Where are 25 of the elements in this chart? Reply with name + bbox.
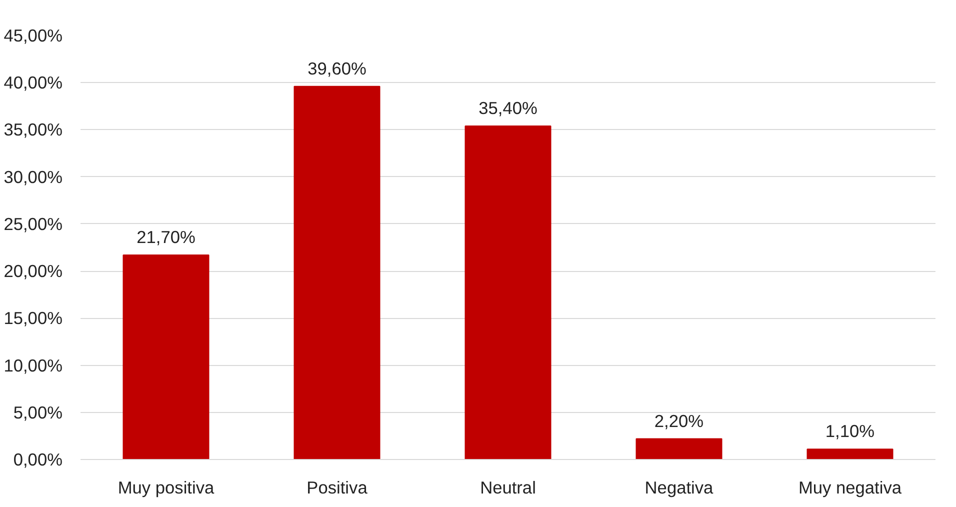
data-label: 21,70% <box>136 227 196 248</box>
data-label: 35,40% <box>478 98 538 118</box>
x-tick-label: Neutral <box>480 478 536 498</box>
bar <box>464 125 552 460</box>
bar <box>294 86 380 460</box>
y-tick-label: 0,00% <box>13 450 63 470</box>
bar <box>806 448 894 460</box>
x-tick-label: Negativa <box>644 478 714 498</box>
y-tick-label: 35,00% <box>4 120 63 140</box>
y-tick-label: 40,00% <box>4 72 63 93</box>
data-label: 2,20% <box>654 410 704 431</box>
x-tick-label: Muy negativa <box>798 478 902 498</box>
data-label: 39,60% <box>308 58 366 78</box>
x-tick-label: Positiva <box>306 478 368 498</box>
y-tick-label: 30,00% <box>4 166 63 187</box>
data-label: 1,10% <box>825 421 875 442</box>
y-tick-label: 5,00% <box>13 402 63 422</box>
y-tick-label: 15,00% <box>4 308 63 328</box>
y-tick-label: 10,00% <box>4 355 63 376</box>
y-tick-label: 45,00% <box>4 26 63 46</box>
bar <box>122 254 210 460</box>
y-tick-label: 20,00% <box>4 261 63 282</box>
bar <box>636 438 722 460</box>
y-tick-label: 25,00% <box>4 214 63 234</box>
x-tick-label: Muy positiva <box>118 478 215 498</box>
